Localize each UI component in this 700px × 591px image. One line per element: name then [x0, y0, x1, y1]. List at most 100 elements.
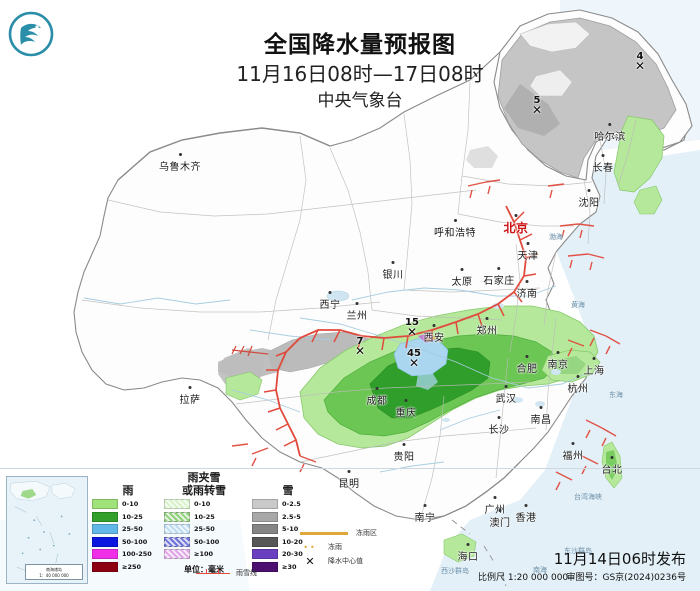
legend-label: 0-10: [122, 500, 139, 508]
freezing-rain-zone-label: 冻雨区: [356, 529, 377, 537]
inset-scale-value: 1：40 000 000: [39, 573, 69, 578]
page-title: 全国降水量预报图: [264, 32, 456, 58]
issue-time: 11月14日06时发布: [553, 550, 686, 568]
sea-label-taiwan-strait: 台湾海峡: [574, 493, 602, 501]
legend-swatch: [164, 536, 190, 547]
city-label-chongqing: 重庆: [396, 399, 417, 419]
precip-center-center-northeast-4: 4 ✕: [634, 52, 646, 73]
legend-freezing-rain: •• 冻雨: [300, 540, 430, 554]
city-label-nanjing: 南京: [548, 351, 569, 371]
legend-item-sleet-0: 0-10: [164, 498, 244, 510]
precip-center-x-icon: ✕: [305, 554, 315, 568]
legend-swatch: [92, 561, 118, 572]
review-number: 审图号：GS京(2024)0236号: [566, 573, 686, 583]
legend-swatch: [252, 561, 278, 572]
legend-heading-rain: 雨: [122, 484, 134, 497]
legend-column-snow: 雪 0-2.5 2.5-5 5-10 10-20 20-30 ≥30: [252, 470, 324, 573]
city-label-tianjin: 天津: [518, 242, 539, 262]
legend-heading-sleet: 雨夹雪 或雨转雪: [182, 471, 226, 497]
city-label-changsha: 长沙: [489, 416, 510, 436]
legend-label: 0-2.5: [282, 500, 301, 508]
legend-swatch: [164, 524, 190, 534]
city-label-shanghai: 上海: [584, 357, 605, 377]
legend-swatch: [252, 524, 278, 534]
legend-symbols: 冻雨区 •• 冻雨 ✕ 降水中心值: [300, 526, 430, 568]
legend-divider: [0, 468, 700, 469]
legend-panel: 南海诸岛 1：40 000 000 雨 0-10 10-25 25-50 50-100 1…: [0, 468, 700, 591]
sea-label-xisha-islands: 西沙群岛: [441, 567, 469, 575]
city-label-changchun: 长春: [593, 154, 614, 174]
legend-item-sleet-1: 10-25: [164, 511, 244, 523]
legend-item-sleet-3: 50-100: [164, 536, 244, 548]
legend-swatch: [164, 511, 190, 522]
city-label-beijing: 北京: [503, 214, 529, 235]
city-label-hangzhou: 杭州: [568, 375, 589, 395]
precip-center-x-icon: ✕: [531, 103, 543, 117]
city-label-hohhot: 呼和浩特: [434, 219, 476, 239]
legend-label: 0-10: [194, 500, 211, 508]
precip-center-x-icon: ✕: [408, 356, 420, 370]
legend-label: 25-50: [194, 525, 215, 533]
legend-precip-center: ✕ 降水中心值: [300, 554, 430, 568]
legend-freezing-rain-zone: 冻雨区: [300, 526, 430, 540]
legend-item-rain-4: 100-250: [92, 548, 164, 560]
precip-center-value: 45: [407, 348, 421, 359]
legend-item-rain-3: 50-100: [92, 536, 164, 548]
legend-item-rain-0: 0-10: [92, 498, 164, 510]
city-label-hongkong: 香港: [516, 504, 537, 524]
city-label-taipei: 台北: [602, 456, 623, 476]
legend-label: 10-25: [194, 512, 215, 521]
sea-label-dongsha-islands: 东沙群岛: [564, 547, 592, 555]
city-label-guangzhou: 广州: [485, 496, 506, 516]
legend-label: 50-100: [122, 537, 148, 546]
sea-label-south-china-sea: 南海: [533, 566, 547, 574]
legend-item-snow-2: 5-10: [252, 523, 324, 535]
city-label-hefei: 合肥: [517, 355, 538, 375]
legend-item-snow-3: 10-20: [252, 536, 324, 548]
freezing-rain-label: 冻雨: [328, 543, 342, 551]
snow-line-icon: [196, 568, 230, 574]
south-china-sea-inset-map[interactable]: 南海诸岛 1：40 000 000: [6, 476, 88, 584]
precip-center-value: 5: [533, 95, 541, 106]
city-label-xining: 西宁: [320, 291, 341, 311]
precip-center-x-icon: ✕: [634, 59, 646, 73]
legend-column-rain: 雨 0-10 10-25 25-50 50-100 100-250 ≥250: [92, 470, 164, 573]
city-label-fuzhou: 福州: [563, 442, 584, 462]
city-label-guiyang: 贵阳: [394, 443, 415, 463]
legend-column-sleet: 雨夹雪 或雨转雪 0-10 10-25 25-50 50-100 ≥100 单位：毫米: [164, 470, 244, 575]
city-label-lhasa: 拉萨: [180, 386, 201, 406]
legend-swatch: [164, 549, 190, 559]
precip-center-label: 降水中心值: [328, 557, 363, 565]
precip-center-x-icon: ✕: [354, 344, 366, 358]
legend-label: 50-100: [194, 537, 220, 546]
precip-center-value: 7: [356, 336, 364, 347]
legend-swatch: [92, 549, 118, 559]
precip-center-center-sichuan-45: 45 ✕: [407, 348, 421, 370]
legend-swatch: [252, 536, 278, 547]
precip-center-center-gansu-7: 7 ✕: [354, 336, 366, 358]
logo-container: [5, 8, 57, 60]
snow-line-label: 雨雪线: [236, 569, 257, 577]
legend-item-snow-4: 20-30: [252, 548, 324, 560]
precip-center-center-xian-15: 15 ✕: [405, 318, 419, 339]
sea-label-bohai-sea: 渤海: [549, 233, 563, 241]
freezing-rain-dots-icon: ••: [303, 542, 317, 552]
legend-item-rain-1: 10-25: [92, 511, 164, 523]
city-label-macau: 澳门: [490, 509, 511, 529]
legend-swatch: [92, 511, 118, 522]
legend-label: ≥30: [282, 562, 297, 571]
city-label-urumqi: 乌鲁木齐: [159, 153, 201, 173]
legend-swatch: [92, 524, 118, 534]
city-label-chengdu: 成都: [367, 387, 388, 407]
freezing-rain-zone-line-icon: [300, 531, 348, 535]
legend-swatch: [252, 549, 278, 559]
title-block: 全国降水量预报图 11月16日08时—17日08时 中央气象台: [185, 30, 535, 114]
legend-swatch: [252, 499, 278, 509]
snow-line-path: [263, 205, 539, 457]
inset-title: 南海诸岛: [46, 567, 62, 572]
inset-scale-box: 南海诸岛 1：40 000 000: [25, 564, 83, 580]
city-label-zhengzhou: 郑州: [477, 317, 498, 337]
legend-item-snow-5: ≥30: [252, 561, 324, 573]
legend-label: 10-25: [122, 512, 143, 521]
